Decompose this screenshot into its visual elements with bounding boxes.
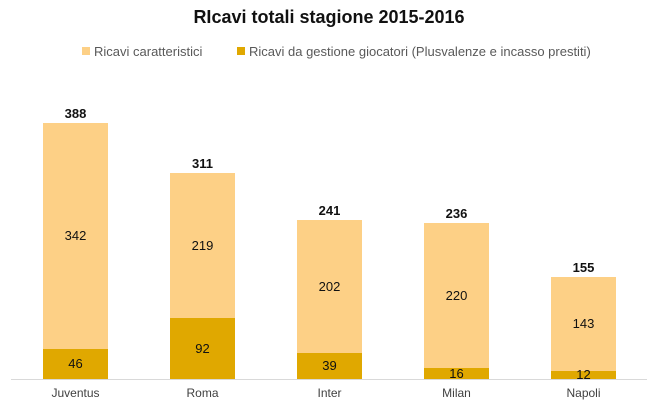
bar-segment-gestione-giocatori [424, 368, 489, 379]
data-label-top: 220 [445, 287, 468, 303]
bar-segment-caratteristici [551, 277, 616, 371]
legend-item-ricavi-caratteristici: Ricavi caratteristici [82, 44, 202, 59]
data-label-bottom: 92 [195, 340, 210, 356]
bar-roma: 92 219 311 [170, 0, 235, 407]
category-label-napoli: Napoli [566, 386, 601, 400]
data-label-bottom: 39 [322, 358, 337, 373]
bar-segment-caratteristici [424, 223, 489, 368]
category-label-inter: Inter [317, 386, 342, 400]
category-label-milan: Milan [442, 386, 471, 400]
category-label-juventus: Juventus [51, 386, 100, 400]
x-axis-line [11, 379, 647, 380]
total-label: 241 [318, 203, 341, 218]
total-label: 236 [445, 206, 468, 221]
data-label-top: 342 [64, 228, 87, 243]
bar-juventus: 46 342 388 [43, 0, 108, 407]
bar-inter: 39 202 241 [297, 0, 362, 407]
data-label-top: 202 [318, 278, 341, 294]
bar-segment-gestione-giocatori [43, 349, 108, 379]
bar-milan: 16 220 236 [424, 0, 489, 407]
bar-segment-gestione-giocatori [297, 353, 362, 379]
total-label: 311 [192, 156, 213, 171]
bar-segment-caratteristici [297, 220, 362, 353]
data-label-top: 219 [191, 237, 214, 253]
chart-title: RIcavi totali stagione 2015-2016 [193, 7, 465, 27]
legend-swatch-light-icon [82, 47, 90, 55]
data-label-top: 143 [572, 316, 595, 331]
bar-napoli: 12 143 155 [551, 0, 616, 407]
bar-segment-caratteristici [170, 173, 235, 318]
category-label-roma: Roma [186, 386, 219, 400]
bar-segment-gestione-giocatori [551, 371, 616, 379]
bar-segment-caratteristici [43, 123, 108, 349]
legend-label: Ricavi caratteristici [94, 44, 203, 59]
legend: Ricavi caratteristici Ricavi da gestione… [0, 44, 658, 62]
legend-label: Ricavi da gestione giocatori (Plusvalenz… [249, 44, 591, 59]
bar-segment-gestione-giocatori [170, 318, 235, 379]
legend-swatch-dark-icon [237, 47, 245, 55]
data-label-bottom: 12 [576, 367, 591, 382]
total-label: 388 [64, 106, 87, 121]
data-label-bottom: 46 [68, 356, 83, 371]
data-label-bottom: 16 [449, 365, 464, 381]
total-label: 155 [572, 260, 595, 275]
legend-item-ricavi-gestione-giocatori: Ricavi da gestione giocatori (Plusvalenz… [237, 44, 591, 59]
